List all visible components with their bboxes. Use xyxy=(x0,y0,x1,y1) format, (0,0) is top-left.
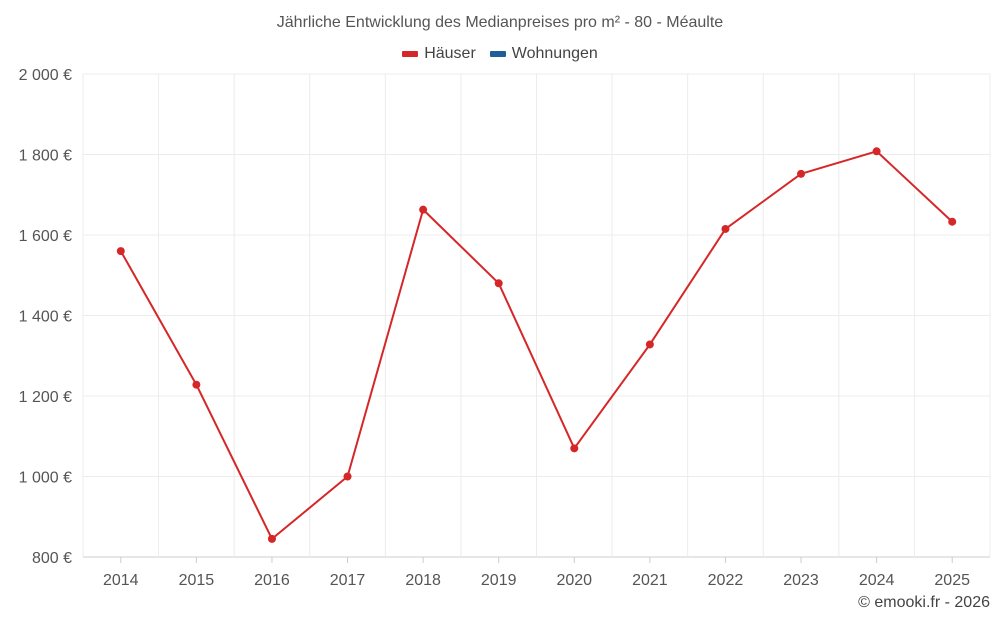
data-point xyxy=(343,472,352,481)
x-tick-label: 2019 xyxy=(481,572,517,589)
x-tick-label: 2022 xyxy=(708,572,744,589)
x-tick-label: 2020 xyxy=(556,572,592,589)
x-tick-label: 2014 xyxy=(103,572,139,589)
x-tick-label: 2017 xyxy=(330,572,366,589)
data-point xyxy=(192,380,201,389)
x-tick-label: 2023 xyxy=(783,572,819,589)
legend-item-haeuser[interactable]: Häuser xyxy=(402,45,476,63)
legend: Häuser Wohnungen xyxy=(0,45,1000,63)
data-point xyxy=(494,279,503,288)
data-point xyxy=(721,224,730,233)
y-tick-label: 1 600 € xyxy=(19,228,72,245)
data-point xyxy=(267,534,276,543)
data-point xyxy=(645,340,654,349)
y-tick-label: 1 200 € xyxy=(19,389,72,406)
series-line-haeuser xyxy=(119,150,953,540)
x-tick-label: 2021 xyxy=(632,572,668,589)
x-tick-label: 2018 xyxy=(405,572,441,589)
x-tick-label: 2015 xyxy=(179,572,215,589)
data-point xyxy=(116,247,125,256)
y-tick-label: 1 400 € xyxy=(19,309,72,326)
legend-item-wohnungen[interactable]: Wohnungen xyxy=(489,45,598,63)
credit-text: © emooki.fr - 2026 xyxy=(858,594,990,611)
y-tick-label: 2 000 € xyxy=(19,67,72,84)
legend-swatch-haeuser xyxy=(402,51,419,57)
y-tick-label: 800 € xyxy=(32,550,72,567)
legend-label-wohnungen: Wohnungen xyxy=(511,45,598,62)
chart-title: Jährliche Entwicklung des Medianpreises … xyxy=(276,14,724,31)
x-tick-label: 2016 xyxy=(254,572,290,589)
x-tick-label: 2024 xyxy=(859,572,895,589)
data-point xyxy=(570,444,579,453)
data-point xyxy=(419,205,428,214)
y-tick-label: 1 800 € xyxy=(19,148,72,165)
legend-label-haeuser: Häuser xyxy=(424,45,476,62)
x-tick-label: 2025 xyxy=(934,572,970,589)
data-point xyxy=(872,147,881,156)
legend-swatch-wohnungen xyxy=(489,51,506,57)
data-point xyxy=(948,217,957,226)
data-point xyxy=(797,169,806,178)
y-tick-label: 1 000 € xyxy=(19,470,72,487)
